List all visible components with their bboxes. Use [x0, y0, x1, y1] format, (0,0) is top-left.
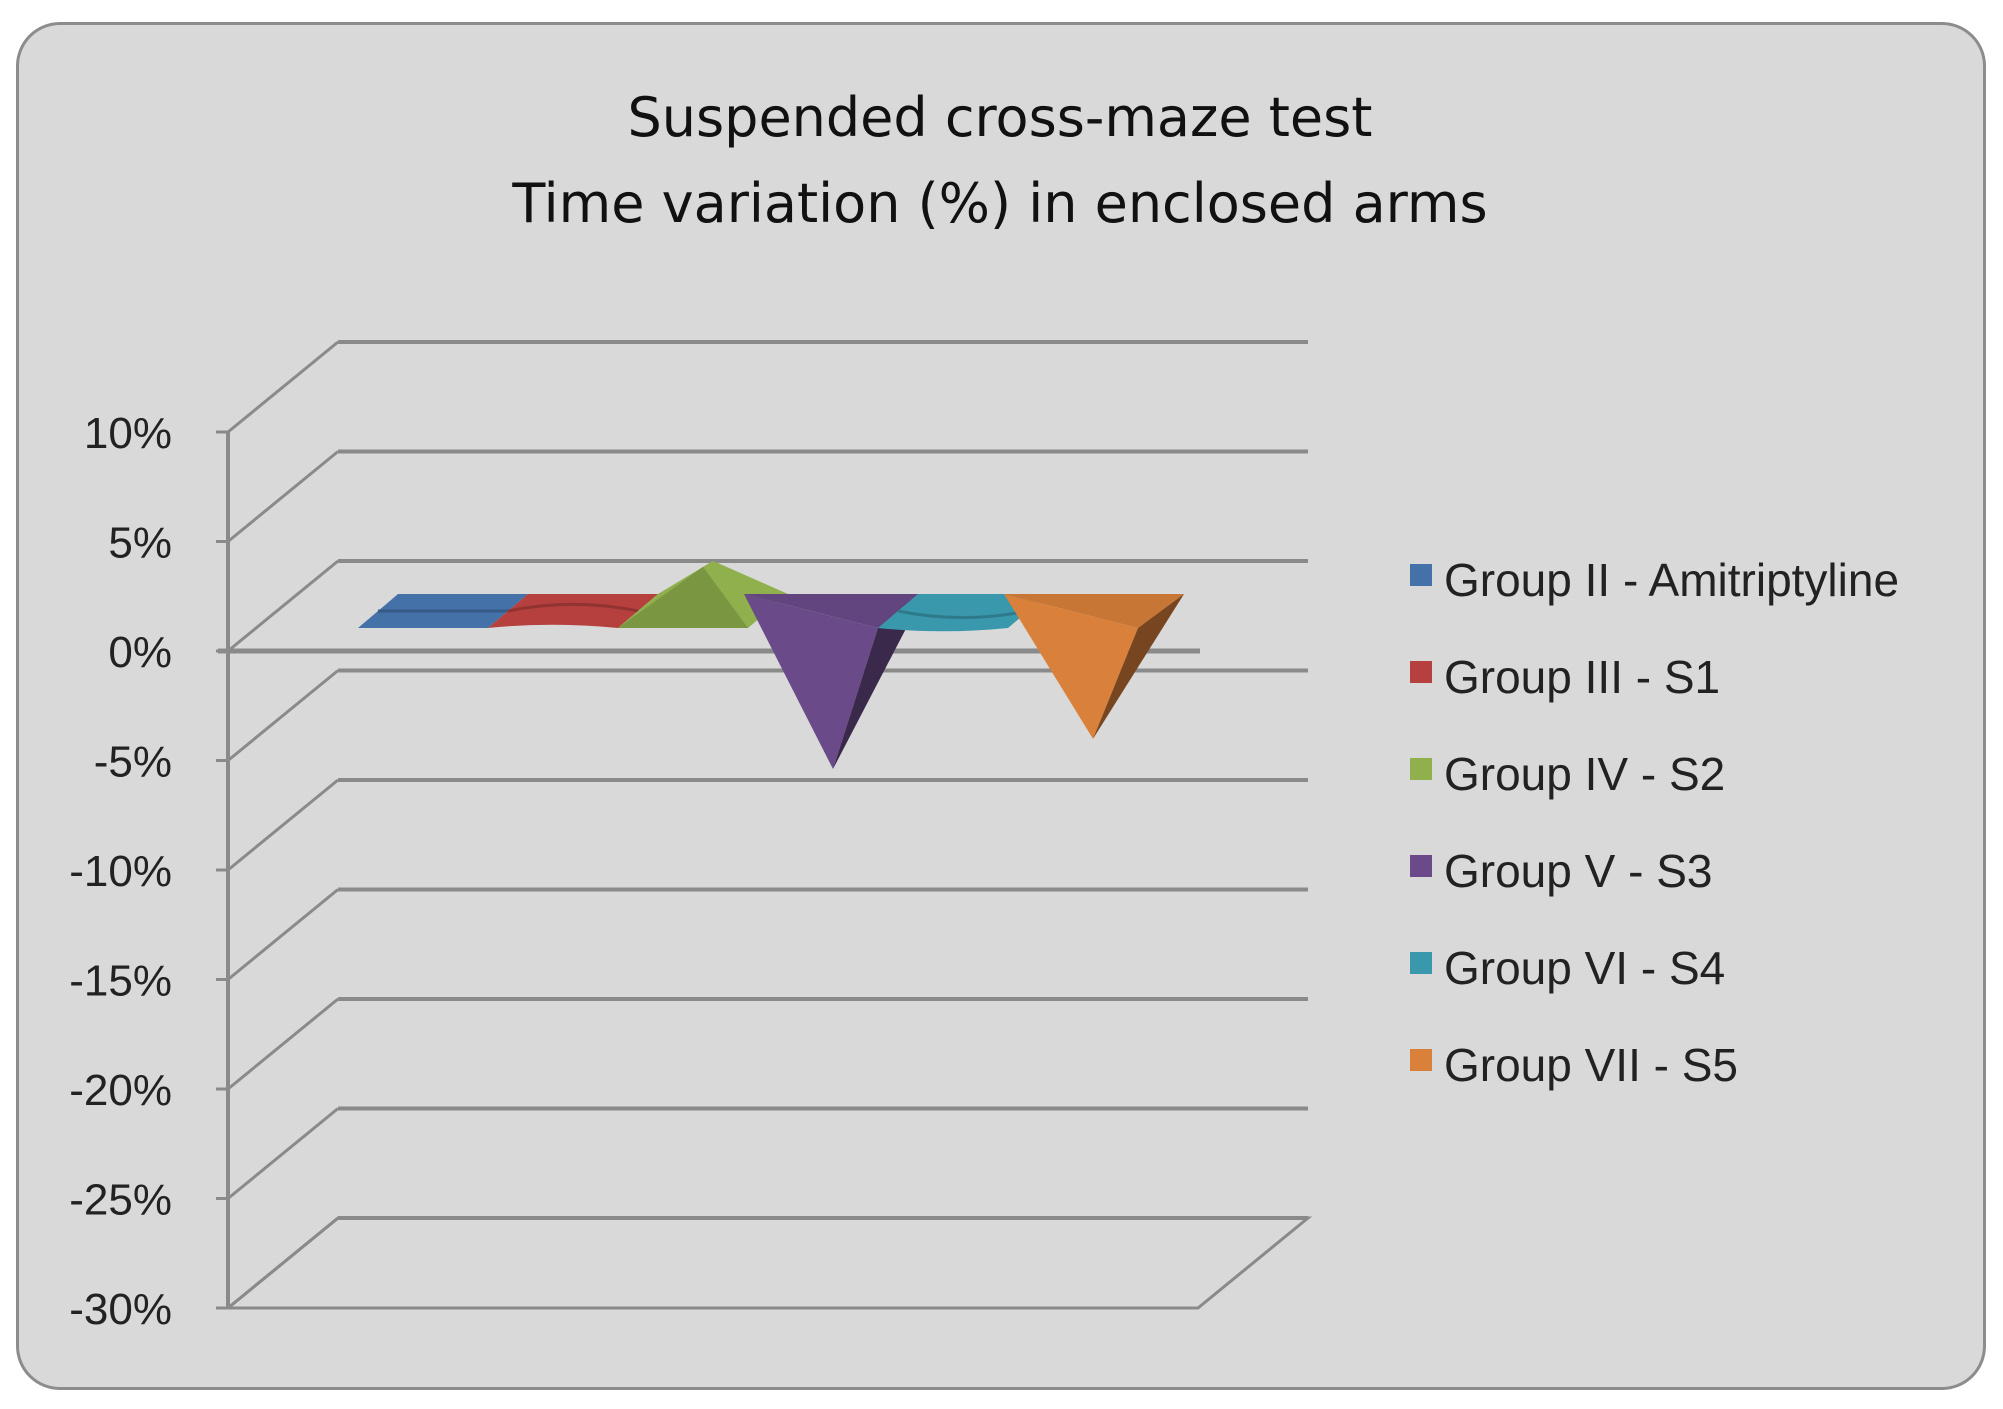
legend-label: Group VII - S5 — [1444, 1039, 1738, 1091]
legend-item: Group II - Amitriptyline — [1410, 554, 1899, 606]
plot-walls — [223, 1216, 1313, 1310]
side-wall-gridline — [227, 669, 339, 762]
series-surface — [878, 594, 1048, 632]
legend-label: Group IV - S2 — [1444, 748, 1725, 800]
value-axis — [216, 430, 1200, 1310]
legend-swatch — [1410, 1049, 1432, 1071]
side-wall-gridline — [227, 888, 339, 981]
y-tick-label: -15% — [69, 957, 172, 1006]
legend-swatch — [1410, 758, 1432, 780]
legend-swatch — [1410, 564, 1432, 586]
legend-label: Group II - Amitriptyline — [1444, 554, 1899, 606]
series-6 — [1004, 594, 1184, 739]
side-wall-gridline — [227, 778, 339, 872]
side-wall-gridline — [227, 997, 339, 1091]
series-front-face — [1004, 594, 1138, 739]
series-crest — [897, 609, 1029, 620]
chart-frame — [16, 22, 1986, 1390]
series-3 — [618, 560, 788, 628]
y-tick-label: -30% — [69, 1285, 172, 1334]
series-crest — [507, 602, 639, 613]
legend-item: Group VII - S5 — [1410, 1039, 1738, 1091]
y-tick-label: -5% — [94, 738, 172, 787]
chart-title-line-2: Time variation (%) in enclosed arms — [511, 172, 1487, 235]
y-tick-labels: 10% 5% 0% -5% -10% -15% -20% -25% -30% — [69, 409, 172, 1334]
series-layer — [358, 560, 1184, 770]
side-wall-gridline — [227, 559, 339, 653]
legend-label: Group VI - S4 — [1444, 942, 1725, 994]
series-4 — [744, 594, 924, 770]
floor-plane — [223, 1216, 1313, 1310]
side-wall-gridline — [227, 1216, 339, 1310]
series-1 — [358, 594, 528, 628]
side-wall-gridline — [227, 450, 339, 543]
y-tick-label: -25% — [69, 1176, 172, 1225]
side-wall-gridline — [227, 340, 339, 434]
series-front-face — [618, 566, 748, 628]
series-5 — [878, 594, 1048, 632]
series-side-face — [1093, 594, 1184, 739]
legend-swatch — [1410, 855, 1432, 877]
y-tick-label: -20% — [69, 1066, 172, 1115]
y-tick-label: -10% — [69, 847, 172, 896]
series-front-face — [744, 594, 878, 770]
side-wall-gridline — [227, 1107, 339, 1200]
series-surface — [488, 594, 658, 628]
legend-item: Group V - S3 — [1410, 845, 1712, 897]
series-top — [744, 594, 924, 628]
gridlines — [227, 340, 1308, 1310]
legend-label: Group III - S1 — [1444, 651, 1720, 703]
legend-item: Group VI - S4 — [1410, 942, 1725, 994]
series-top — [1004, 594, 1184, 628]
legend: Group II - Amitriptyline Group III - S1 Gr… — [1410, 554, 1899, 1091]
legend-swatch — [1410, 661, 1432, 683]
legend-item: Group III - S1 — [1410, 651, 1720, 703]
y-tick-label: 0% — [108, 628, 172, 677]
legend-label: Group V - S3 — [1444, 845, 1712, 897]
y-tick-label: 10% — [84, 409, 172, 458]
y-tick-label: 5% — [108, 519, 172, 568]
series-2 — [488, 594, 658, 628]
chart-title-line-1: Suspended cross-maze test — [628, 86, 1373, 149]
legend-item: Group IV - S2 — [1410, 748, 1725, 800]
legend-swatch — [1410, 952, 1432, 974]
series-side-face — [833, 594, 924, 770]
